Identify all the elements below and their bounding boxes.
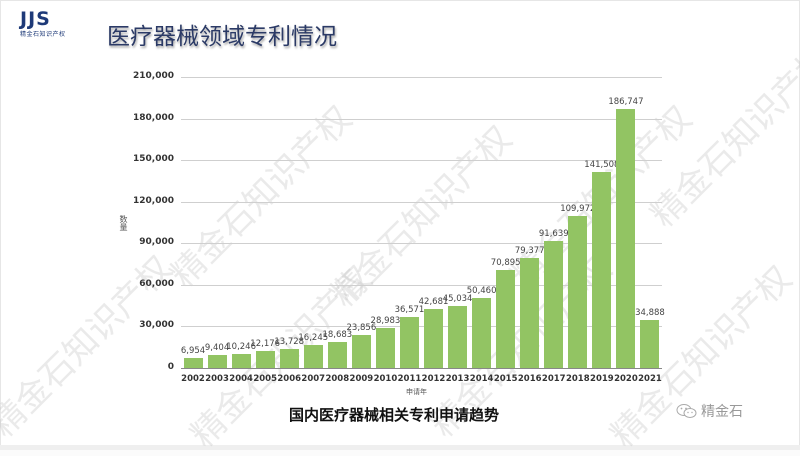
- bar-2003: [207, 354, 227, 368]
- x-tick-label: 2009: [349, 374, 374, 384]
- bar-value-label: 28,983: [370, 315, 401, 326]
- bar-value-label: 6,954: [180, 346, 206, 357]
- page-title: 医疗器械领域专利情况: [107, 24, 337, 50]
- bar-value-label: 16,245: [298, 333, 329, 344]
- logo-subtext: 精金石知识产权: [20, 31, 66, 38]
- x-tick-label: 2002: [181, 374, 205, 384]
- bar-2008: [327, 342, 347, 368]
- gridline: [181, 77, 662, 78]
- bar-2010: [375, 327, 395, 368]
- wechat-icon: [676, 404, 697, 418]
- y-tick-label: 150,000: [133, 154, 174, 165]
- x-tick-label: 2011: [397, 374, 422, 384]
- bar-value-label: 79,377: [514, 246, 545, 256]
- x-tick-label: 2003: [205, 374, 229, 384]
- x-tick-label: 2019: [590, 374, 614, 384]
- x-tick-label: 2012: [421, 374, 446, 384]
- y-tick-label: 30,000: [139, 320, 174, 331]
- x-axis-label: 申请年: [406, 388, 427, 396]
- y-tick-label: 210,000: [133, 71, 174, 81]
- y-tick-label: 180,000: [133, 112, 174, 123]
- bar-value-label: 10,246: [226, 341, 256, 352]
- bar-value-label: 36,571: [394, 305, 425, 316]
- chart-title: 国内医疗器械相关专利申请趋势: [289, 406, 500, 424]
- x-tick-label: 2015: [493, 374, 518, 384]
- bar-value-label: 186,747: [608, 97, 644, 108]
- bar-value-label: 45,034: [442, 293, 473, 304]
- bar-value-label: 13,728: [274, 336, 305, 347]
- bar-value-label: 50,460: [466, 286, 497, 297]
- x-tick-label: 2021: [638, 374, 662, 384]
- x-tick-label: 2007: [301, 374, 326, 384]
- x-tick-label: 2004: [229, 374, 253, 384]
- logo-mark: JJS: [20, 8, 51, 30]
- gridline: [181, 160, 662, 162]
- x-tick-label: 2013: [445, 374, 470, 384]
- wechat-badge: 精金石: [676, 401, 743, 421]
- bar-value-label: 34,888: [635, 307, 665, 318]
- bar-value-label: 9,404: [204, 342, 230, 353]
- bar-2011: [399, 317, 419, 368]
- wechat-label: 精金石: [701, 404, 743, 420]
- x-tick-label: 2010: [373, 374, 398, 384]
- bar-value-label: 109,972: [560, 203, 596, 214]
- bar-value-label: 91,639: [538, 229, 569, 239]
- bar-2018: [568, 215, 588, 368]
- bar-2012: [424, 308, 444, 368]
- bar-value-label: 141,508: [584, 159, 620, 170]
- bar-2017: [544, 241, 564, 368]
- gridline: [181, 118, 662, 120]
- bar-2016: [520, 258, 540, 368]
- x-tick-label: 2006: [277, 374, 302, 384]
- bar-2015: [496, 269, 516, 368]
- x-tick-label: 2008: [325, 374, 350, 384]
- x-tick-label: 2020: [614, 374, 638, 384]
- y-tick-label: 60,000: [139, 278, 174, 289]
- x-tick-label: 2016: [517, 374, 542, 384]
- x-tick-label: 2017: [541, 374, 566, 384]
- y-axis-label: 数量: [119, 215, 128, 231]
- x-tick-label: 2005: [253, 374, 277, 384]
- logo: JJS 精金石知识产权: [20, 8, 86, 39]
- y-tick-label: 120,000: [133, 195, 174, 206]
- bar-2005: [255, 351, 275, 368]
- gridline: [181, 201, 662, 203]
- bar-2007: [303, 345, 323, 368]
- bar-2013: [448, 305, 468, 368]
- gridline: [181, 243, 662, 245]
- x-axis-line: [181, 368, 662, 369]
- bar-value-label: 18,683: [322, 330, 353, 341]
- bar-2019: [592, 171, 612, 368]
- bar-2020: [616, 109, 636, 368]
- gridline: [181, 284, 662, 286]
- bar-2002: [183, 358, 203, 368]
- bar-value-label: 23,856: [346, 322, 377, 333]
- bar-2004: [231, 353, 251, 368]
- x-tick-label: 2014: [469, 374, 494, 384]
- bar-value-label: 70,895: [490, 257, 521, 268]
- bar-2014: [472, 298, 492, 368]
- bottom-bar: [0, 445, 800, 450]
- bar-2006: [279, 348, 299, 368]
- x-tick-label: 2018: [565, 374, 590, 384]
- bar-2009: [351, 334, 371, 368]
- bar-value-label: 42,681: [418, 296, 449, 307]
- y-tick-label: 90,000: [139, 237, 174, 248]
- gridline: [181, 326, 662, 328]
- y-tick-label: 0: [167, 362, 174, 372]
- bar-2021: [640, 319, 660, 368]
- bar-value-label: 12,176: [250, 339, 281, 350]
